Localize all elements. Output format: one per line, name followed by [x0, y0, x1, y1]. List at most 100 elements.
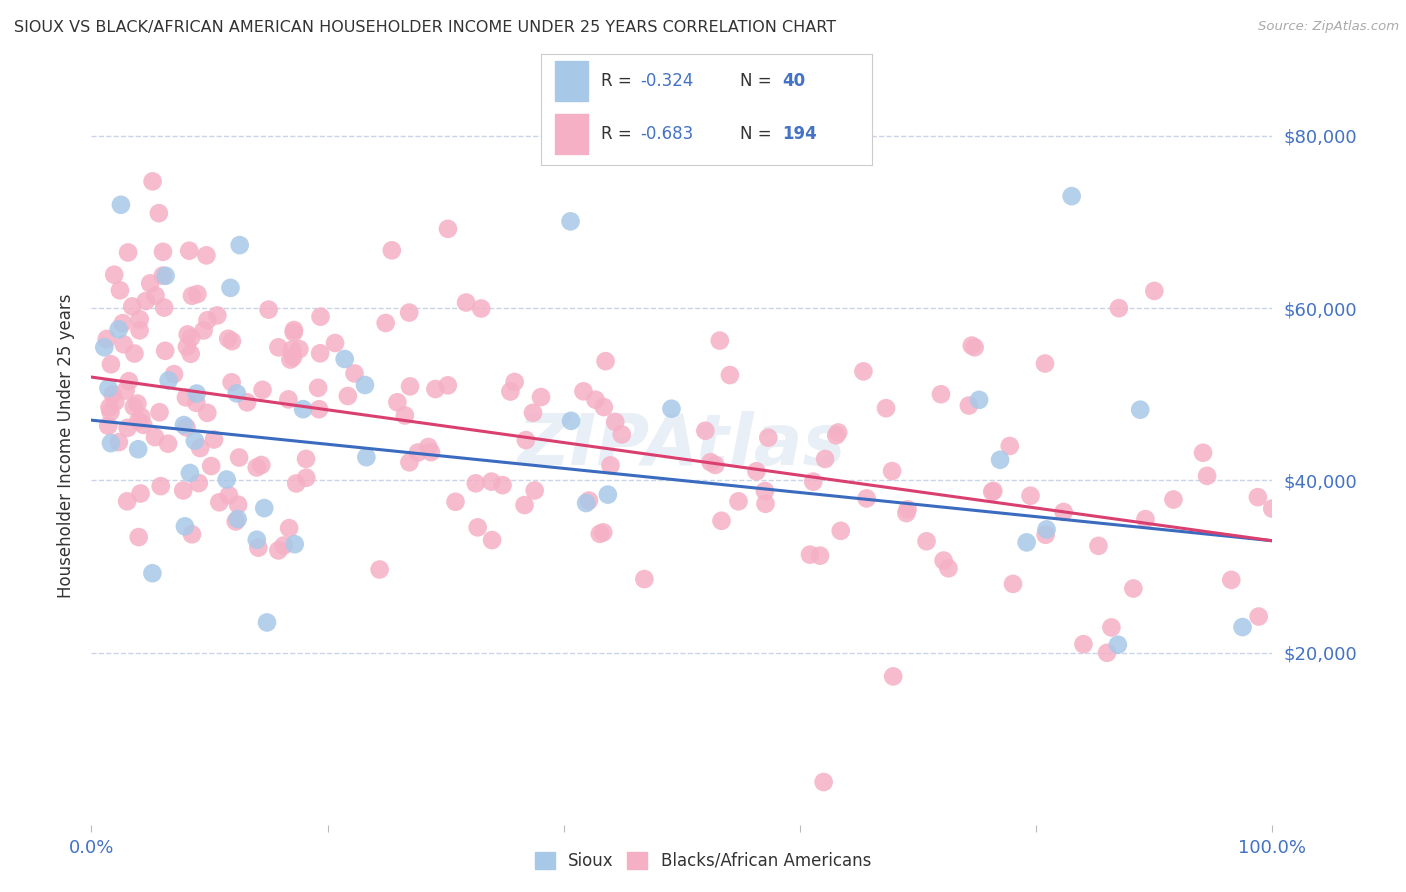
Point	[307, 381, 329, 395]
Point	[1197, 468, 1219, 483]
Point	[596, 488, 619, 502]
Point	[830, 524, 852, 538]
Point	[145, 288, 167, 302]
Point	[513, 498, 536, 512]
Point	[1001, 577, 1024, 591]
Point	[128, 312, 150, 326]
Point	[592, 525, 614, 540]
Point	[246, 460, 269, 475]
Point	[695, 424, 717, 438]
Point	[309, 346, 332, 360]
Y-axis label: Householder Income Under 25 years: Householder Income Under 25 years	[58, 293, 76, 599]
Point	[101, 387, 124, 401]
Point	[1247, 609, 1270, 624]
Point	[195, 406, 218, 420]
Point	[163, 367, 186, 381]
Point	[699, 455, 721, 469]
Point	[1135, 512, 1157, 526]
Point	[799, 548, 821, 562]
Point	[132, 417, 155, 432]
Point	[228, 238, 250, 252]
Point	[188, 441, 211, 455]
Point	[114, 384, 136, 398]
Point	[560, 214, 582, 228]
Point	[110, 198, 132, 212]
Point	[499, 384, 522, 399]
Point	[281, 350, 304, 364]
Point	[718, 368, 741, 382]
Point	[131, 409, 153, 424]
Point	[808, 549, 831, 563]
Text: 40: 40	[783, 72, 806, 90]
Point	[257, 302, 280, 317]
Point	[437, 378, 460, 392]
Point	[180, 347, 202, 361]
Point	[221, 334, 243, 349]
Point	[1247, 490, 1270, 504]
Point	[356, 450, 378, 465]
Point	[148, 206, 170, 220]
Text: N =: N =	[740, 125, 776, 143]
Point	[1107, 638, 1129, 652]
Point	[152, 268, 174, 283]
Point	[253, 501, 276, 516]
Point	[225, 515, 247, 529]
Point	[523, 483, 546, 498]
Point	[127, 396, 149, 410]
Point	[960, 338, 983, 352]
Point	[491, 478, 513, 492]
Point	[381, 244, 404, 258]
Point	[250, 458, 273, 472]
Point	[825, 428, 848, 442]
Point	[252, 383, 274, 397]
Point	[710, 514, 733, 528]
Point	[467, 520, 489, 534]
Point	[157, 436, 180, 450]
Point	[981, 484, 1004, 499]
Point	[129, 486, 152, 500]
Point	[368, 562, 391, 576]
Point	[522, 406, 544, 420]
Point	[197, 313, 219, 327]
Point	[897, 502, 920, 516]
Point	[100, 405, 122, 419]
Point	[333, 351, 356, 366]
Point	[387, 395, 409, 409]
Point	[988, 452, 1011, 467]
Point	[592, 400, 614, 414]
Point	[155, 268, 177, 283]
Text: Source: ZipAtlas.com: Source: ZipAtlas.com	[1258, 20, 1399, 33]
Point	[754, 497, 776, 511]
Point	[595, 354, 617, 368]
Point	[173, 418, 195, 433]
Point	[288, 342, 311, 356]
Point	[437, 222, 460, 236]
Point	[589, 526, 612, 541]
Point	[117, 245, 139, 260]
Point	[1261, 501, 1284, 516]
Point	[308, 402, 330, 417]
Point	[186, 396, 208, 410]
Point	[756, 431, 779, 445]
Point	[187, 476, 209, 491]
Point	[104, 394, 127, 409]
Point	[754, 483, 776, 498]
Point	[195, 248, 218, 262]
Point	[336, 389, 359, 403]
Point	[354, 378, 377, 392]
Point	[176, 327, 198, 342]
Point	[1087, 539, 1109, 553]
Point	[295, 471, 318, 485]
Point	[219, 281, 242, 295]
Point	[1192, 446, 1215, 460]
Point	[225, 386, 247, 401]
Text: R =: R =	[600, 72, 637, 90]
Point	[1143, 284, 1166, 298]
Point	[929, 387, 952, 401]
Point	[181, 527, 204, 541]
Point	[127, 414, 149, 428]
Point	[215, 473, 238, 487]
Point	[1052, 505, 1074, 519]
Point	[915, 534, 938, 549]
Text: -0.324: -0.324	[641, 72, 693, 90]
